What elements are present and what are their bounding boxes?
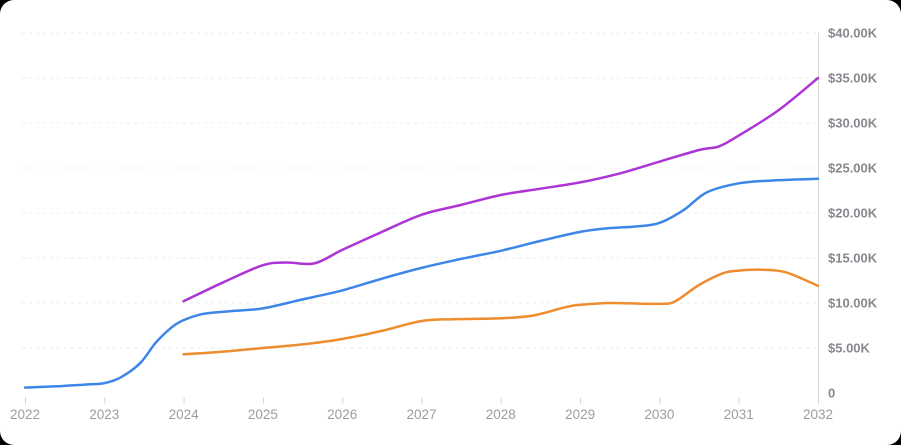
x-axis-label: 2032 — [803, 407, 833, 422]
line-blue-series[interactable] — [23, 177, 820, 389]
x-axis-label: 2025 — [248, 407, 278, 422]
x-axis-label: 2024 — [169, 407, 200, 422]
x-axis-label: 2029 — [565, 407, 595, 422]
y-axis-label: $30.00K — [828, 116, 878, 131]
x-axis-label: 2031 — [724, 407, 754, 422]
x-axis-label: 2028 — [486, 407, 516, 422]
y-axis-label: $40.00K — [828, 26, 878, 41]
y-axis-label: $10.00K — [828, 296, 878, 311]
line-orange-series[interactable] — [182, 268, 820, 356]
y-axis-label: $35.00K — [828, 71, 878, 86]
x-axis-label: 2027 — [406, 407, 436, 422]
y-axis-label: $5.00K — [828, 341, 871, 356]
line-purple-series[interactable] — [182, 76, 820, 303]
y-axis-label: 0 — [828, 386, 835, 401]
x-axis-label: 2022 — [10, 407, 40, 422]
x-axis-label: 2023 — [89, 407, 119, 422]
y-axis-label: $25.00K — [828, 161, 878, 176]
x-axis-label: 2030 — [644, 407, 674, 422]
x-axis-label: 2026 — [327, 407, 357, 422]
y-axis-label: $20.00K — [828, 206, 878, 221]
y-axis-label: $15.00K — [828, 251, 878, 266]
